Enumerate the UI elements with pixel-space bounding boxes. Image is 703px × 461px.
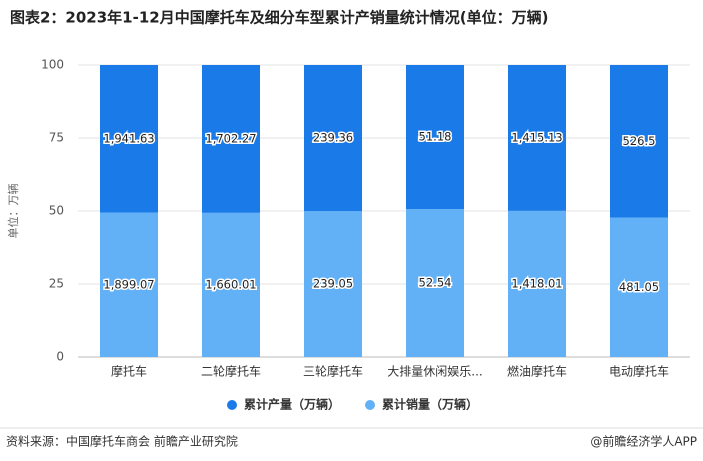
x-tick-label: 电动摩托车 <box>609 364 669 379</box>
bar-segment <box>508 65 566 211</box>
y-axis-label: 单位：万辆 <box>6 184 20 239</box>
data-label: 1,941.63 <box>103 131 154 145</box>
bar-segment <box>304 211 362 357</box>
data-label: 239.05 <box>313 277 353 291</box>
data-label: 52.54 <box>419 276 452 290</box>
y-tick-label: 75 <box>49 131 64 145</box>
source: 资料来源：中国摩托车商会 前瞻产业研究院 <box>6 434 238 449</box>
data-label: 526.5 <box>623 134 656 148</box>
bar-segment <box>508 210 566 357</box>
bar-segment <box>406 209 464 357</box>
x-tick-label: 燃油摩托车 <box>507 364 567 379</box>
y-tick-label: 0 <box>56 350 64 364</box>
data-label: 1,418.01 <box>511 276 562 290</box>
bar-segment <box>610 65 668 218</box>
data-label: 1,660.01 <box>205 277 256 291</box>
y-tick-label: 100 <box>41 58 64 72</box>
bar-segment <box>304 65 362 212</box>
legend-marker <box>227 400 237 410</box>
legend-label: 累计销量（万辆） <box>382 397 478 412</box>
data-label: 481.05 <box>619 280 659 294</box>
data-label: 51.18 <box>419 130 452 144</box>
credit: @前瞻经济学人APP <box>590 434 697 449</box>
x-tick-label: 三轮摩托车 <box>303 364 363 379</box>
x-tick-label: 大排量休闲娱乐... <box>387 365 482 379</box>
data-label: 1,415.13 <box>511 130 562 144</box>
y-tick-label: 50 <box>49 204 64 218</box>
data-label: 239.36 <box>313 131 353 145</box>
bar-segment <box>406 65 464 210</box>
data-label: 1,899.07 <box>103 277 154 291</box>
data-label: 1,702.27 <box>205 131 256 145</box>
y-tick-label: 25 <box>49 277 64 291</box>
x-tick-label: 摩托车 <box>111 364 147 379</box>
bar-segment <box>202 65 260 213</box>
bar-segment <box>610 217 668 357</box>
chart-title: 图表2：2023年1-12月中国摩托车及细分车型累计产销量统计情况(单位：万辆) <box>10 9 548 27</box>
bar-segment <box>202 212 260 357</box>
legend-marker <box>365 400 376 410</box>
x-tick-label: 二轮摩托车 <box>201 364 261 379</box>
legend-label: 累计产量（万辆） <box>244 397 340 412</box>
bar-segment <box>100 65 158 213</box>
bar-segment <box>100 212 158 357</box>
